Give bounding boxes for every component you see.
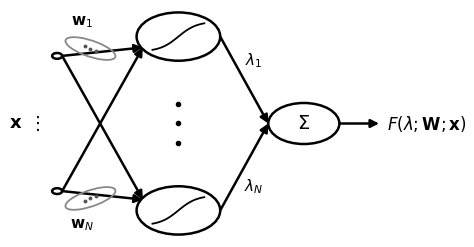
Text: $\lambda_N$: $\lambda_N$ (244, 177, 264, 196)
Text: $\Sigma$: $\Sigma$ (297, 114, 310, 133)
Text: $\vdots$: $\vdots$ (28, 114, 40, 133)
Circle shape (137, 12, 220, 61)
Text: $F(\lambda;\mathbf{W};\mathbf{x})$: $F(\lambda;\mathbf{W};\mathbf{x})$ (387, 114, 467, 133)
Text: $\mathbf{x}$: $\mathbf{x}$ (9, 115, 22, 132)
Circle shape (268, 103, 339, 144)
Text: $\lambda_1$: $\lambda_1$ (245, 51, 263, 70)
Text: $\mathbf{w}_N$: $\mathbf{w}_N$ (70, 217, 94, 233)
Text: $\mathbf{w}_1$: $\mathbf{w}_1$ (71, 14, 93, 30)
Circle shape (137, 186, 220, 235)
